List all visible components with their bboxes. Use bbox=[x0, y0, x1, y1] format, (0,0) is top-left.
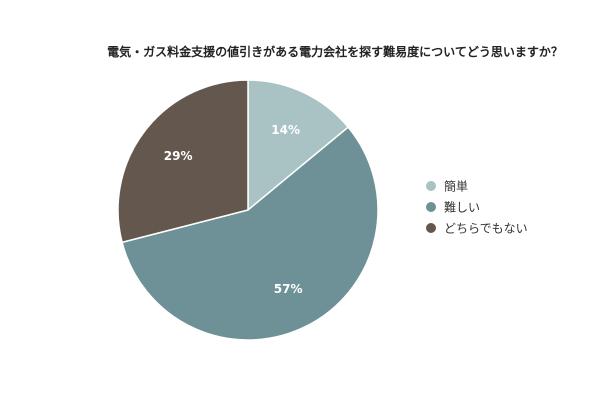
legend-marker bbox=[426, 223, 436, 233]
pie-slice bbox=[247, 79, 350, 212]
legend-label: どちらでもない bbox=[444, 222, 528, 236]
slice-label: 14% bbox=[271, 123, 300, 137]
pie-slice bbox=[117, 79, 249, 244]
legend-marker bbox=[426, 181, 436, 191]
pie-slices bbox=[117, 79, 379, 341]
pie-slice-labels: 14% 57% 29% bbox=[164, 123, 303, 296]
legend-label: 簡単 bbox=[444, 179, 468, 194]
pie-slice bbox=[121, 126, 379, 341]
legend-marker bbox=[426, 202, 436, 212]
legend-label: 難しい bbox=[444, 200, 480, 215]
slice-label: 57% bbox=[274, 282, 303, 296]
slice-label: 29% bbox=[164, 149, 193, 163]
chart-title: 電気・ガス料金支援の値引きがある電力会社を探す難易度についてどう思いますか？ bbox=[107, 44, 563, 59]
